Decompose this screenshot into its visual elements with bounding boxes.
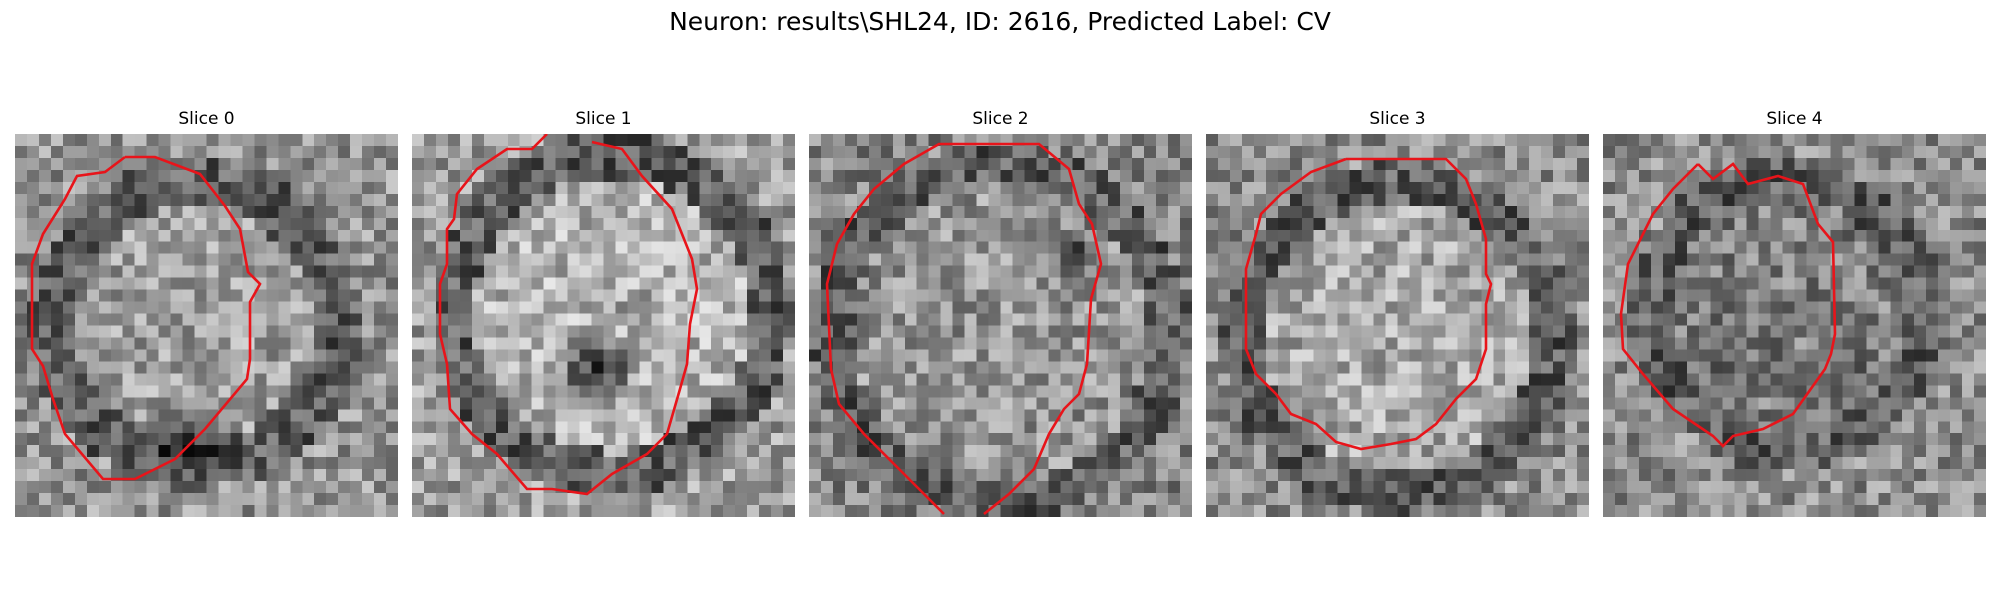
pixel-grid [412,134,795,517]
figure-title: Neuron: results\SHL24, ID: 2616, Predict… [669,7,1331,36]
slice-panel-4: Slice 4 [1603,108,1986,522]
slice-image [15,134,398,517]
segmentation-contour [825,142,1103,516]
pixel-grid [15,134,398,517]
slice-title: Slice 4 [1766,109,1823,129]
slice-image [809,134,1192,517]
segmentation-contour [438,134,699,496]
segmentation-contour [30,155,262,481]
slice-panel-2: Slice 2 [809,108,1192,522]
slice-title: Slice 1 [575,109,632,129]
slice-image [412,134,795,517]
slice-title: Slice 0 [178,109,235,129]
slice-title: Slice 3 [1369,109,1426,129]
pixel-grid [1603,134,1986,517]
slice-image [1206,134,1589,517]
pixel-grid [1206,134,1589,517]
segmentation-contour [1244,157,1493,451]
slice-panel-0: Slice 0 [15,108,398,522]
pixel-grid [809,134,1192,517]
slice-title: Slice 2 [972,109,1029,129]
slice-panel-3: Slice 3 [1206,108,1589,522]
slice-image [1603,134,1986,517]
slice-panel-1: Slice 1 [412,108,795,522]
segmentation-contour [1619,162,1837,448]
